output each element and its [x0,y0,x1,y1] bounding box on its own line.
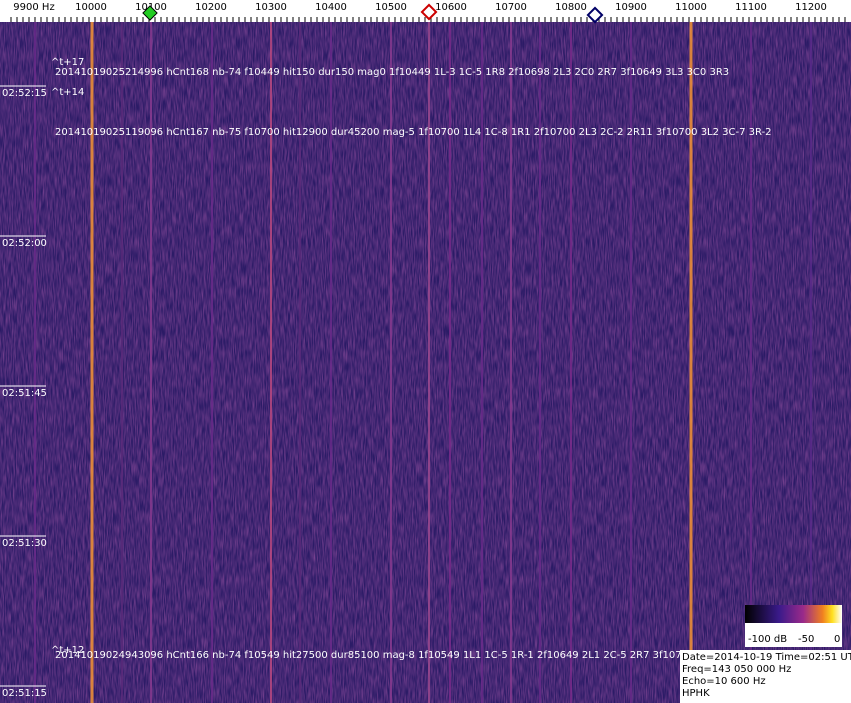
frequency-label: 10600 [435,2,467,13]
time-label: 02:52:00 [2,238,47,249]
frequency-label: 10000 [75,2,107,13]
annotation-text: 20141019024943096 hCnt166 nb-74 f10549 h… [55,650,710,661]
info-line: HPHK [682,688,710,699]
time-label: 02:51:15 [2,688,47,699]
color-scale-label: -100 dB [748,634,787,645]
color-bar [745,605,842,623]
info-box [680,650,851,703]
waterfall-noise [0,22,851,703]
signal-traces [34,22,812,703]
annotation-marker: ^t+12 [51,645,84,656]
time-label: 02:51:30 [2,538,47,549]
annotation-marker: ^t+17 [51,57,84,68]
annotation-text: 20141019025119096 hCnt167 nb-75 f10700 h… [55,127,772,138]
annotation-marker: ^t+14 [51,87,84,98]
frequency-label: 10500 [375,2,407,13]
info-line: Date=2014-10-19 Time=02:51 UTC [682,652,851,663]
color-scale-label: -50 [798,634,814,645]
color-bar-scale [745,623,842,647]
frequency-label: 11000 [675,2,707,13]
frequency-label: 9900 Hz [13,2,54,13]
frequency-label: 10700 [495,2,527,13]
frequency-label: 10900 [615,2,647,13]
marker-green [142,5,158,21]
frequency-label: 11100 [735,2,767,13]
marker-blue [586,6,604,24]
frequency-label: 10800 [555,2,587,13]
time-label: 02:51:45 [2,388,47,399]
frequency-label: 10300 [255,2,287,13]
frequency-label: 10200 [195,2,227,13]
annotation-text: 20141019025214996 hCnt168 nb-74 f10449 h… [55,67,729,78]
time-label: 02:52:15 [2,88,47,99]
marker-red [420,3,438,21]
frequency-label: 11200 [795,2,827,13]
color-scale-label: 0 [834,634,840,645]
info-line: Echo=10 600 Hz [682,676,766,687]
info-line: Freq=143 050 000 Hz [682,664,791,675]
frequency-label: 10400 [315,2,347,13]
